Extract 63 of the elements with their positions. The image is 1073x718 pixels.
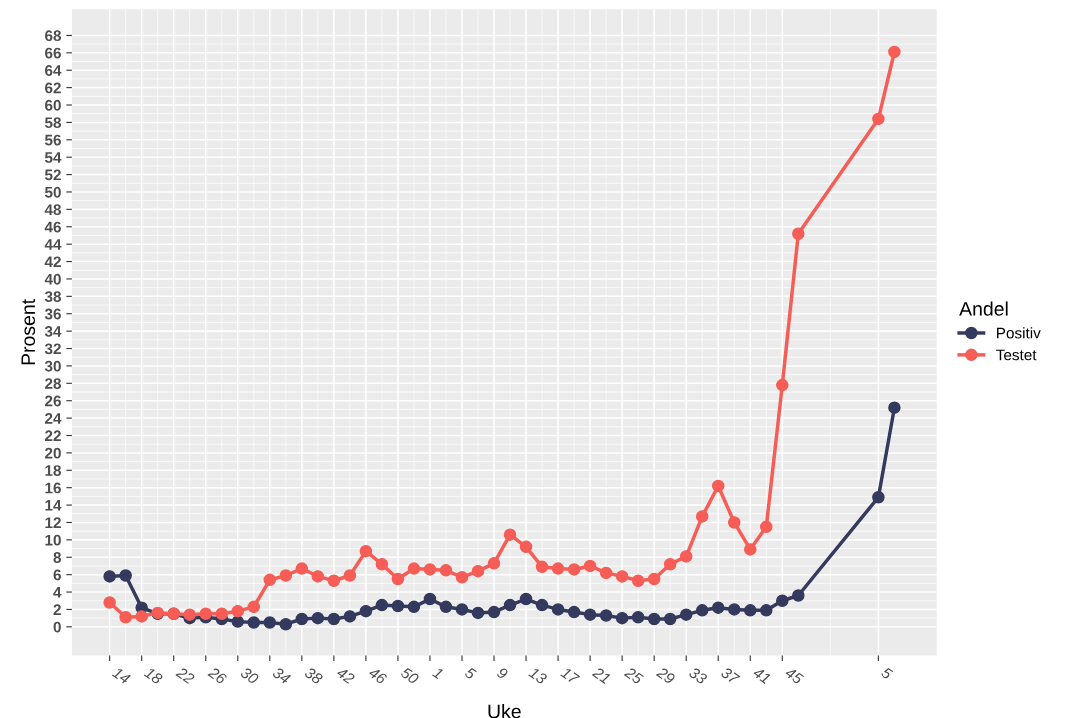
- x-tick-label: 13: [528, 666, 548, 685]
- x-tick-label: 30: [239, 666, 260, 685]
- x-tick-label: 38: [303, 666, 324, 685]
- x-axis-title: Uke: [488, 704, 521, 718]
- legend-label: Positiv: [997, 327, 1041, 339]
- y-tick-label: 38: [44, 291, 62, 303]
- y-tick-label: 44: [44, 239, 62, 250]
- y-tick-label: 66: [45, 47, 61, 59]
- x-tick-label: 26: [207, 666, 228, 685]
- y-tick-label: 56: [44, 134, 61, 146]
- y-tick-label: 68: [45, 30, 62, 42]
- legend-label: Testet: [996, 349, 1037, 361]
- y-tick-label: 36: [44, 308, 61, 320]
- y-axis-title: Prosent: [21, 299, 36, 365]
- x-tick-label: 18: [143, 666, 164, 685]
- y-tick-label: 12: [45, 517, 61, 528]
- y-tick-label: 2: [53, 604, 61, 615]
- y-tick-label: 64: [45, 65, 62, 76]
- x-tick-label: 17: [560, 666, 581, 686]
- y-tick-label: 34: [44, 326, 62, 337]
- y-tick-label: 14: [45, 500, 62, 511]
- y-tick-label: 42: [44, 256, 61, 268]
- x-tick-label: 21: [591, 666, 611, 685]
- x-tick-label: 34: [271, 666, 292, 685]
- y-tick-label: 50: [44, 186, 61, 198]
- y-tick-label: 10: [45, 534, 61, 546]
- y-tick-label: 52: [44, 169, 61, 181]
- y-tick-label: 22: [45, 430, 61, 442]
- x-tick-label: 5: [880, 666, 894, 681]
- x-tick-label: 50: [399, 666, 420, 685]
- legend-title: Andel: [959, 301, 1008, 316]
- y-tick-label: 40: [44, 273, 61, 285]
- y-tick-label: 58: [44, 117, 62, 129]
- y-tick-label: 46: [44, 221, 61, 233]
- y-tick-label: 48: [44, 204, 62, 216]
- x-tick-label: 14: [111, 666, 131, 685]
- x-tick-label: 42: [335, 666, 356, 685]
- x-tick-label: 1: [432, 666, 444, 680]
- y-tick-label: 0: [53, 621, 61, 633]
- y-tick-label: 6: [53, 569, 61, 581]
- y-tick-label: 28: [45, 378, 62, 389]
- x-tick-label: 29: [655, 666, 676, 685]
- y-tick-label: 62: [45, 82, 61, 94]
- y-tick-label: 4: [53, 587, 62, 598]
- x-tick-label: 33: [688, 666, 708, 685]
- y-tick-label: 8: [53, 552, 62, 563]
- y-tick-label: 20: [45, 447, 61, 459]
- x-tick-label: 37: [720, 666, 741, 686]
- y-tick-label: 26: [45, 395, 61, 407]
- y-tick-label: 54: [44, 152, 62, 163]
- x-tick-label: 25: [623, 666, 645, 685]
- x-tick-label: 41: [752, 666, 771, 685]
- x-tick-label: 22: [175, 666, 196, 685]
- x-tick-label: 9: [496, 666, 509, 680]
- y-tick-label: 30: [44, 360, 61, 372]
- y-tick-label: 32: [44, 343, 61, 355]
- y-tick-label: 18: [45, 465, 62, 476]
- x-tick-label: 45: [784, 666, 805, 685]
- y-tick-label: 16: [45, 482, 61, 494]
- y-tick-label: 24: [45, 412, 62, 424]
- y-tick-label: 60: [45, 99, 61, 111]
- x-tick-label: 46: [367, 666, 388, 685]
- x-tick-label: 5: [464, 666, 477, 681]
